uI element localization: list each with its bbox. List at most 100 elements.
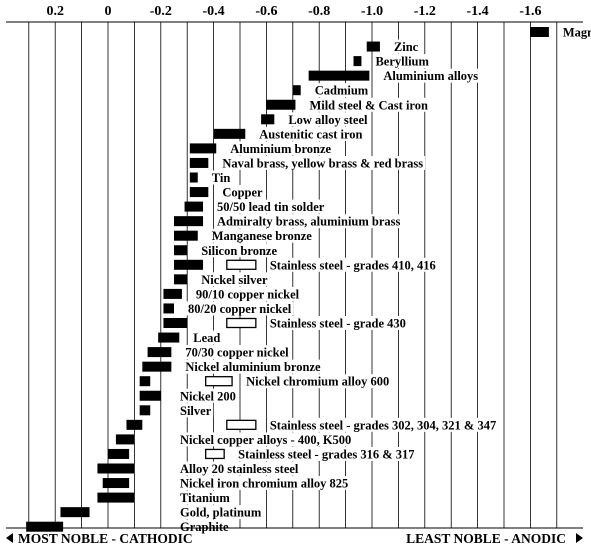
- label-background: [220, 185, 265, 200]
- bar-filled: [108, 448, 130, 459]
- label-background: [191, 330, 223, 345]
- label-background: [267, 316, 408, 330]
- x-tick-label: -0.8: [308, 4, 330, 19]
- metal-label: Gold, platinum: [180, 506, 262, 520]
- metal-label: Nickel iron chromium alloy 825: [180, 477, 348, 491]
- label-background: [199, 243, 280, 258]
- metal-label: Nickel copper alloys - 400, K500: [180, 433, 351, 447]
- bar-filled: [139, 390, 161, 401]
- label-background: [178, 505, 264, 520]
- label-background: [209, 228, 314, 243]
- label-background: [215, 199, 327, 214]
- bar-filled: [174, 259, 204, 270]
- bar-filled: [266, 99, 296, 110]
- bar-filled: [26, 521, 64, 532]
- metal-label: Cadmium: [315, 84, 369, 98]
- x-tick-label: -1.4: [467, 4, 489, 19]
- metal-label: Nickel 200: [180, 389, 236, 403]
- bar-filled: [174, 274, 188, 285]
- bar-filled: [184, 201, 204, 212]
- metal-label: Nickel aluminium bronze: [185, 360, 321, 374]
- metal-label: Stainless steel - grades 302, 304, 321 &…: [270, 418, 496, 432]
- label-background: [560, 25, 591, 39]
- bar-filled: [139, 376, 151, 387]
- metal-label: Austenitic cast iron: [259, 127, 362, 141]
- bar-hollow: [226, 317, 257, 329]
- label-background: [178, 519, 231, 534]
- bar-filled: [163, 318, 188, 328]
- bar-filled: [366, 41, 380, 52]
- metal-label: Tin: [212, 171, 231, 185]
- bar-filled: [174, 245, 188, 256]
- label-background: [381, 68, 481, 83]
- metal-label: Admiralty brass, aluminium brass: [217, 215, 400, 229]
- x-axis-tick-labels: 0.2 0 -0.2 -0.4 -0.6 -0.8 -1.0 -1.2 -1.4 -1.6: [46, 4, 541, 19]
- label-background: [215, 214, 403, 229]
- metal-label: Naval brass, yellow brass & red brass: [222, 156, 423, 170]
- metal-label: Stainless steel - grades 410, 416: [270, 258, 436, 272]
- label-background: [199, 272, 270, 287]
- footer: MOST NOBLE - CATHODIC LEAST NOBLE - ANOD…: [6, 527, 583, 546]
- label-background: [193, 286, 302, 301]
- bar-filled: [115, 434, 135, 445]
- label-background: [183, 359, 323, 374]
- bar-filled: [102, 478, 130, 489]
- metal-label: Copper: [222, 186, 263, 200]
- label-background: [267, 257, 438, 272]
- label-background: [186, 301, 294, 316]
- label-background: [220, 155, 426, 170]
- metal-label: Alloy 20 stainless steel: [180, 462, 299, 476]
- label-background: [307, 97, 430, 112]
- x-tick-label: -1.2: [414, 4, 436, 19]
- label-background: [373, 54, 431, 69]
- label-background: [178, 388, 238, 403]
- bar-filled: [163, 303, 174, 314]
- bar-filled: [142, 361, 172, 372]
- bar-filled: [261, 114, 275, 125]
- x-tick-label: 0.2: [46, 4, 64, 19]
- label-background: [267, 417, 499, 432]
- metal-label: Stainless steel - grade 430: [270, 317, 406, 331]
- label-background: [209, 170, 233, 185]
- label-background: [183, 345, 291, 360]
- label-background: [178, 490, 232, 505]
- metal-label: Beryllium: [375, 55, 429, 69]
- label-background: [312, 83, 371, 98]
- bar-hollow: [205, 448, 225, 460]
- bar-filled: [147, 347, 172, 358]
- label-background: [257, 126, 365, 141]
- metal-label: Aluminium bronze: [230, 142, 331, 156]
- bar-filled: [189, 143, 217, 154]
- bar-hollow: [226, 259, 257, 270]
- left-arrow-icon: [6, 533, 13, 543]
- bar-filled: [126, 419, 143, 430]
- metal-label: Silicon bronze: [201, 244, 277, 258]
- metal-label: Nickel chromium alloy 600: [246, 375, 389, 389]
- label-background: [391, 39, 421, 54]
- x-tick-label: -0.2: [150, 4, 172, 19]
- right-arrow-icon: [576, 533, 583, 543]
- metal-label: 80/20 copper nickel: [188, 302, 292, 316]
- bars: [26, 27, 549, 532]
- bar-filled: [292, 85, 301, 96]
- footer-left-label: MOST NOBLE - CATHODIC: [18, 531, 193, 546]
- label-background: [178, 461, 301, 476]
- bar-filled: [353, 56, 362, 67]
- bar-filled: [308, 70, 370, 81]
- bar-filled: [139, 405, 151, 416]
- metal-label: Magnesium: [563, 26, 591, 40]
- bar-hollow: [226, 419, 257, 431]
- bar-filled: [189, 172, 198, 183]
- metal-label: Nickel silver: [201, 273, 268, 287]
- metal-label: Titanium: [180, 491, 230, 505]
- bar-filled: [158, 332, 180, 343]
- label-background: [286, 112, 370, 127]
- metal-label: Manganese bronze: [212, 229, 313, 243]
- metal-label: Graphite: [180, 520, 229, 534]
- metal-label: Stainless steel - grades 316 & 317: [238, 447, 414, 461]
- label-background: [178, 476, 351, 491]
- bar-filled: [60, 507, 90, 518]
- metal-label: Mild steel & Cast iron: [309, 98, 428, 112]
- bar-filled: [163, 288, 182, 299]
